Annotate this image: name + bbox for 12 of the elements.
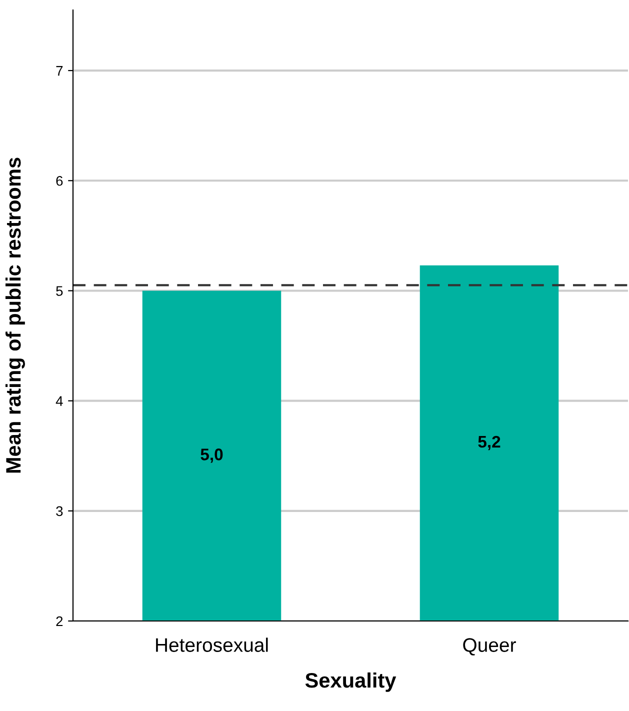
y-tick-label: 7 [56,66,63,76]
y-axis-title: Mean rating of public restrooms [5,158,25,473]
x-axis-title: Sexuality [305,672,396,692]
y-tick-label: 5 [56,286,63,296]
data-label: 5,0 [200,448,223,463]
y-tick-label: 4 [56,396,63,406]
y-tick-label: 3 [56,506,63,516]
y-tick-label: 2 [56,616,63,626]
x-tick-label: Heterosexual [156,638,268,652]
y-tick-label: 6 [56,176,63,186]
data-label: 5,2 [478,436,500,450]
x-tick-label: Queer [463,638,516,656]
